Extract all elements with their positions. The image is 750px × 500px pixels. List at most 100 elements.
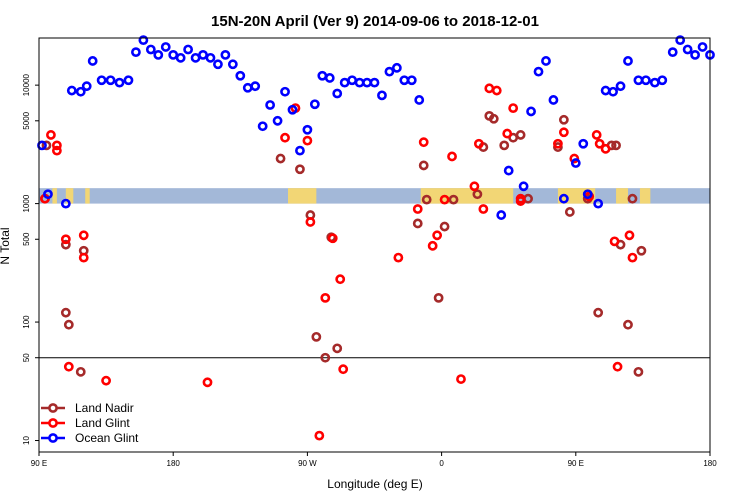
ocean-glint-point bbox=[339, 77, 350, 88]
ocean-glint-point bbox=[302, 124, 313, 135]
ocean-glint-point bbox=[690, 50, 700, 60]
land-nadir-point bbox=[627, 193, 638, 204]
land-glint-point bbox=[478, 204, 489, 214]
ocean-glint-point bbox=[227, 59, 238, 70]
land-glint-point bbox=[569, 153, 580, 164]
ocean-glint-point bbox=[198, 50, 208, 60]
land-glint-point bbox=[624, 230, 635, 241]
y-tick-label: 5000 bbox=[22, 111, 31, 129]
land-nadir-point bbox=[564, 207, 575, 217]
ocean-glint-point bbox=[242, 82, 253, 93]
ocean-glint-point bbox=[138, 35, 149, 46]
legend-label-ocean-glint: Ocean Glint bbox=[75, 431, 139, 445]
ocean-glint-point bbox=[615, 81, 626, 92]
land-nadir-point bbox=[472, 189, 483, 200]
land-glint-point bbox=[484, 83, 495, 94]
ocean-glint-point bbox=[220, 50, 231, 60]
land-nadir-point bbox=[636, 245, 647, 256]
ocean-glint-point bbox=[582, 189, 593, 200]
land-nadir-point bbox=[41, 140, 52, 151]
land-nadir-point bbox=[488, 113, 499, 124]
ocean-glint-point bbox=[608, 86, 618, 97]
ocean-glint-point bbox=[406, 75, 417, 86]
land-glint-point bbox=[412, 204, 423, 214]
land-nadir-point bbox=[439, 221, 450, 232]
ocean-glint-point bbox=[114, 77, 125, 88]
ocean-glint-point bbox=[87, 56, 98, 66]
ocean-glint-point bbox=[377, 90, 387, 101]
land-nadir-point bbox=[558, 114, 569, 125]
x-tick-label: 90 E bbox=[31, 459, 47, 468]
y-tick-label: 100 bbox=[22, 315, 31, 329]
land-glint-point bbox=[609, 236, 620, 247]
land-glint-point bbox=[558, 127, 569, 138]
land-glint-point bbox=[393, 252, 404, 263]
ocean-glint-point bbox=[667, 47, 678, 58]
ocean-glint-point bbox=[570, 158, 581, 168]
ocean-glint-point bbox=[160, 42, 171, 52]
ocean-glint-point bbox=[123, 75, 134, 86]
ocean-glint-point bbox=[75, 86, 86, 97]
land-nadir-point bbox=[418, 160, 429, 171]
land-glint-point bbox=[335, 274, 346, 285]
ocean-glint-point bbox=[324, 73, 335, 83]
ocean-glint-point bbox=[496, 210, 507, 220]
ocean-glint-point bbox=[81, 81, 92, 92]
land-band-segment bbox=[65, 188, 74, 204]
land-glint-point bbox=[600, 143, 611, 154]
ocean-glint-point bbox=[235, 70, 246, 81]
x-axis: 90 E 180 90 W 0 90 E 180 bbox=[31, 452, 717, 468]
land-nadir-point bbox=[60, 307, 71, 318]
land-glint-point bbox=[202, 377, 213, 388]
land-glint-point bbox=[320, 292, 331, 303]
land-nadir-point bbox=[275, 153, 286, 164]
ocean-glint-point bbox=[347, 75, 358, 86]
land-glint-point bbox=[591, 130, 602, 140]
ocean-glint-point bbox=[369, 77, 380, 88]
land-nadir-point bbox=[60, 239, 71, 250]
plot-frame bbox=[38, 37, 711, 453]
ocean-glint-point bbox=[257, 121, 268, 132]
data-points bbox=[37, 35, 715, 441]
land-glint-point bbox=[612, 361, 623, 372]
land-band-segment bbox=[616, 188, 628, 204]
y-axis: 10 50 100 500 1000 5000 10000 bbox=[22, 73, 39, 445]
ocean-glint-point bbox=[391, 62, 402, 73]
y-tick-label: 10 bbox=[22, 436, 31, 445]
land-glint-point bbox=[280, 132, 290, 143]
x-tick-label: 180 bbox=[703, 459, 717, 468]
ocean-glint-point bbox=[43, 189, 53, 200]
ocean-glint-point bbox=[190, 52, 201, 63]
land-glint-point bbox=[508, 103, 519, 113]
land-nadir-point bbox=[633, 366, 644, 377]
land-glint-point bbox=[78, 230, 89, 241]
x-tick-label: 180 bbox=[167, 459, 181, 468]
ocean-glint-point bbox=[145, 44, 156, 55]
land-glint-point bbox=[327, 233, 338, 244]
ocean-glint-point bbox=[541, 56, 551, 66]
land-glint-point bbox=[314, 430, 325, 441]
legend-marker-land-nadir bbox=[48, 403, 58, 413]
land-glint-point bbox=[51, 140, 62, 151]
ocean-glint-point bbox=[578, 138, 589, 149]
ocean-glint-point bbox=[131, 47, 141, 58]
land-nadir-point bbox=[499, 140, 510, 151]
ocean-glint-point bbox=[548, 95, 559, 105]
land-band-segment bbox=[420, 188, 514, 204]
land-glint-point bbox=[502, 128, 513, 139]
ocean-glint-point bbox=[533, 66, 544, 77]
land-glint-point bbox=[491, 85, 502, 96]
ocean-glint-point bbox=[96, 75, 107, 86]
land-glint-point bbox=[439, 194, 450, 205]
land-glint-point bbox=[427, 240, 438, 251]
ocean-glint-point bbox=[37, 140, 47, 151]
land-nadir-point bbox=[433, 292, 444, 303]
ocean-glint-point bbox=[593, 198, 604, 209]
land-nadir-point bbox=[311, 331, 322, 342]
land-glint-point bbox=[473, 138, 484, 149]
land-glint-point bbox=[515, 196, 526, 206]
ocean-glint-point bbox=[600, 85, 611, 96]
ocean-glint-point bbox=[640, 75, 651, 86]
ocean-glint-point bbox=[265, 100, 276, 110]
